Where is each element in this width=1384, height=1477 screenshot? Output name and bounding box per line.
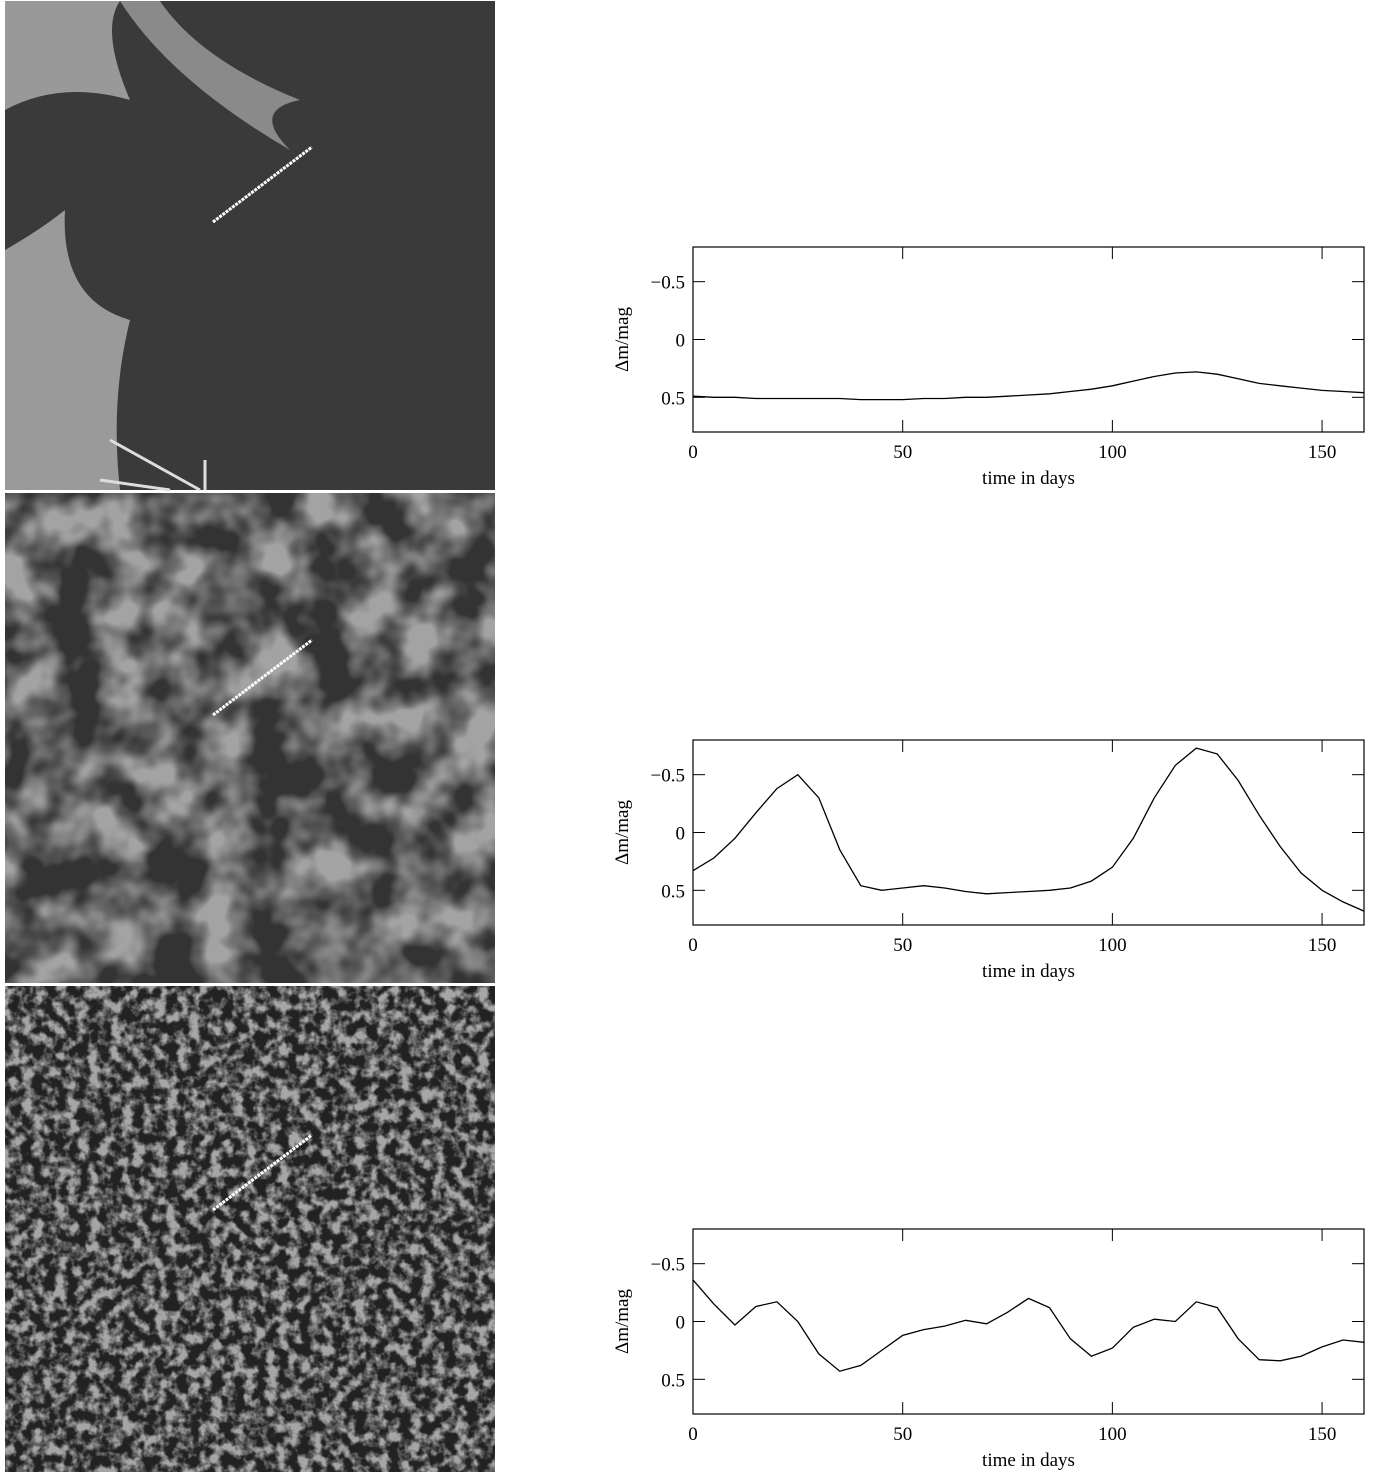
x-tick-label: 0	[688, 1424, 698, 1445]
x-tick-label: 100	[1098, 935, 1127, 956]
light-curve	[692, 1279, 1365, 1372]
x-axis-label: time in days	[982, 1450, 1075, 1471]
y-tick-label: 0	[676, 331, 686, 352]
x-tick-label: 0	[688, 935, 698, 956]
light-curve	[692, 747, 1365, 912]
light-curve	[692, 371, 1365, 401]
y-tick-label: 0.5	[661, 388, 685, 409]
y-tick-label: −0.5	[651, 766, 685, 787]
y-axis-label: Δm/mag	[612, 1289, 633, 1354]
light-curve-panel: 0 50 100 150 −0.5 0 0.5 time in days Δm/mag	[612, 1228, 1365, 1471]
x-tick-label: 150	[1308, 442, 1337, 463]
x-tick-label: 100	[1098, 1424, 1127, 1445]
x-tick-label: 50	[893, 935, 912, 956]
x-tick-label: 150	[1308, 935, 1337, 956]
y-tick-label: 0.5	[661, 1370, 685, 1391]
x-tick-label: 0	[688, 442, 698, 463]
x-tick-label: 100	[1098, 442, 1127, 463]
x-tick-label: 50	[893, 1424, 912, 1445]
magnification-map-3	[5, 986, 495, 1472]
y-tick-label: −0.5	[651, 1255, 685, 1276]
y-tick-label: 0	[676, 824, 686, 845]
y-axis-label: Δm/mag	[612, 307, 633, 372]
light-curve-panel: 0 50 100 150 −0.5 0 0.5 time in days Δm/mag	[612, 246, 1365, 489]
x-axis-label: time in days	[982, 961, 1075, 982]
light-curve-panel: 0 50 100 150 −0.5 0 0.5 time in days Δm/mag	[612, 739, 1365, 982]
magnification-map-1	[5, 1, 495, 492]
magnification-map-2	[5, 493, 495, 983]
plot-frame	[692, 739, 1365, 926]
y-tick-label: 0	[676, 1313, 686, 1334]
x-tick-label: 50	[893, 442, 912, 463]
x-axis-label: time in days	[982, 468, 1075, 489]
x-tick-label: 150	[1308, 1424, 1337, 1445]
plot-frame	[692, 1228, 1365, 1415]
y-tick-label: 0.5	[661, 881, 685, 902]
y-tick-label: −0.5	[651, 273, 685, 294]
y-axis-label: Δm/mag	[612, 800, 633, 865]
plot-frame	[692, 246, 1365, 433]
